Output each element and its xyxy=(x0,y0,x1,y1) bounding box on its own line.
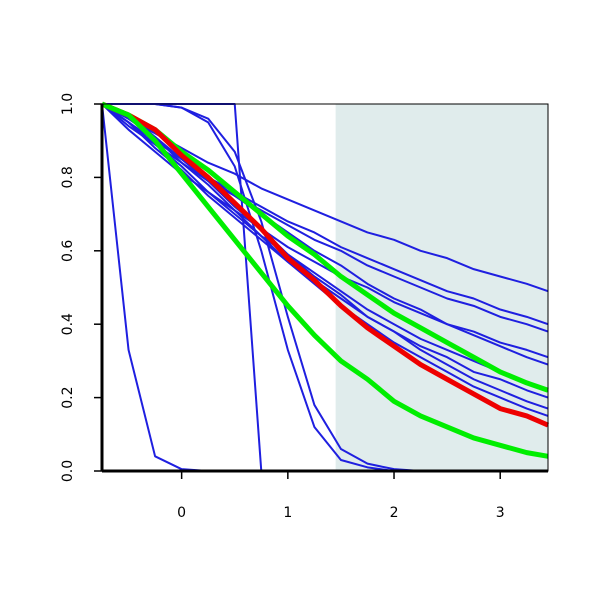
series-line xyxy=(101,103,549,410)
x-tick-label: 2 xyxy=(390,505,399,521)
series-line xyxy=(101,103,549,392)
y-tick-label: 1.0 xyxy=(60,93,76,115)
y-tick-label: 0.4 xyxy=(60,313,76,335)
series-line xyxy=(101,101,549,459)
x-tick-label: 1 xyxy=(283,505,292,521)
y-tick-label: 0.0 xyxy=(60,460,76,482)
x-tick-label: 3 xyxy=(496,505,505,521)
y-tick-label: 0.6 xyxy=(60,240,76,262)
x-tick-label: 0 xyxy=(177,505,186,521)
y-tick-label: 0.2 xyxy=(60,386,76,408)
y-tick-label: 0.8 xyxy=(60,166,76,188)
series-line xyxy=(101,101,549,428)
